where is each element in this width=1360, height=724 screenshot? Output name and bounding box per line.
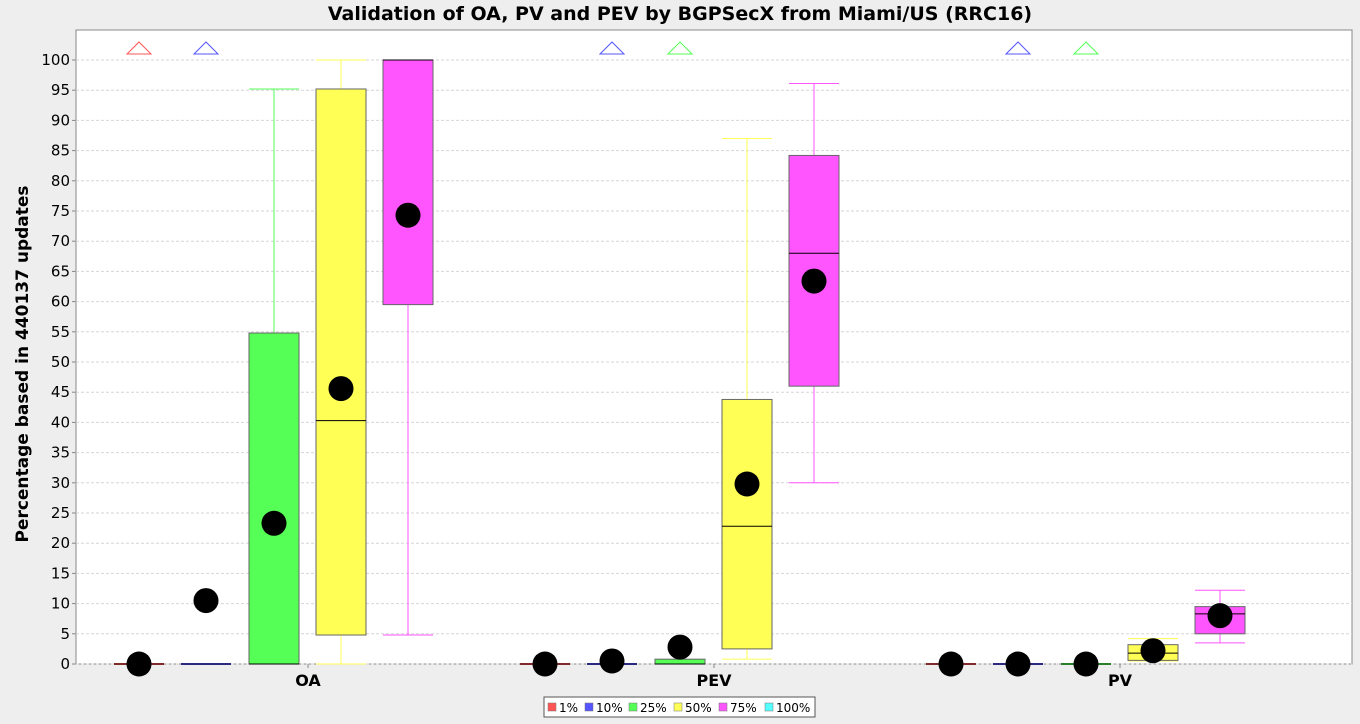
legend-label: 10% [596, 701, 623, 715]
box-body [382, 59, 434, 306]
mean-marker [938, 651, 964, 677]
legend-label: 75% [730, 701, 757, 715]
box-75%-OA [382, 59, 434, 636]
y-tick-label: 20 [51, 534, 70, 552]
box-25%-PEV [654, 41, 706, 665]
mean-marker [261, 510, 287, 536]
outlier-indicator [192, 41, 220, 55]
box-75%-PV [1194, 589, 1246, 644]
y-tick-label: 80 [51, 172, 70, 190]
x-tick-label: PV [1108, 671, 1133, 690]
y-tick-label: 95 [51, 81, 70, 99]
legend: 1% 10% 25% 50% 75% 100% [543, 696, 816, 718]
box-50%-PV [1127, 638, 1179, 664]
y-tick-label: 15 [51, 564, 70, 582]
box-10%-PV [993, 41, 1043, 677]
mean-marker [734, 471, 760, 497]
box-10%-PEV [587, 41, 637, 674]
y-tick-label: 5 [60, 625, 70, 643]
mean-marker [1140, 638, 1166, 664]
outlier-indicator [1072, 41, 1100, 55]
y-tick-label: 75 [51, 202, 70, 220]
box-50%-OA [315, 59, 367, 665]
box-10%-OA [181, 41, 231, 665]
y-tick-label: 100 [41, 51, 70, 69]
y-tick-label: 70 [51, 232, 70, 250]
box-1%-OA [114, 41, 164, 677]
y-tick-label: 40 [51, 413, 70, 431]
chart-title: Validation of OA, PV and PEV by BGPSecX … [328, 3, 1032, 25]
box-1%-PV [926, 651, 976, 677]
outlier-indicator [125, 41, 153, 55]
outlier-indicator [598, 41, 626, 55]
mean-marker [667, 634, 693, 660]
mean-marker [126, 651, 152, 677]
box-25%-PV [1061, 41, 1111, 677]
y-axis-label: Percentage based in 440137 updates [13, 185, 33, 542]
legend-label: 25% [640, 701, 667, 715]
box-1%-PEV [520, 651, 570, 677]
axis-layer: 0 5 10 15 20 25 30 35 40 45 50 55 60 65 70 75 80 85 90 95 10… [41, 51, 1132, 690]
y-tick-label: 30 [51, 474, 70, 492]
legend-swatch [547, 702, 557, 712]
y-tick-label: 90 [51, 111, 70, 129]
y-tick-label: 25 [51, 504, 70, 522]
mean-marker [532, 651, 558, 677]
y-tick-label: 50 [51, 353, 70, 371]
legend-swatch [764, 702, 774, 712]
box-body [248, 332, 300, 665]
box-body [654, 658, 706, 665]
mean-marker [1073, 651, 1099, 677]
y-tick-label: 35 [51, 444, 70, 462]
legend-swatch [584, 702, 594, 712]
x-tick-label: OA [295, 671, 321, 690]
box-50%-PEV [721, 138, 773, 660]
y-tick-label: 85 [51, 142, 70, 160]
mean-marker [599, 648, 625, 674]
y-tick-label: 60 [51, 293, 70, 311]
y-tick-label: 55 [51, 323, 70, 341]
mean-marker [328, 376, 354, 402]
y-tick-label: 10 [51, 595, 70, 613]
box-75%-PEV [788, 83, 840, 484]
x-tick-label: PEV [696, 671, 732, 690]
legend-label: 50% [685, 701, 712, 715]
outlier-indicator [1004, 41, 1032, 55]
mean-marker [1207, 603, 1233, 629]
box-25%-OA [248, 88, 300, 665]
legend-label: 100% [776, 701, 810, 715]
y-tick-label: 0 [60, 655, 70, 673]
mean-marker [1005, 651, 1031, 677]
outlier-indicator [666, 41, 694, 55]
mean-marker [395, 202, 421, 228]
legend-swatch [673, 702, 683, 712]
y-tick-label: 65 [51, 262, 70, 280]
mean-marker [801, 268, 827, 294]
legend-swatch [718, 702, 728, 712]
legend-swatch [628, 702, 638, 712]
box-body [315, 88, 367, 636]
legend-label: 1% [559, 701, 578, 715]
box-body [721, 398, 773, 650]
y-tick-label: 45 [51, 383, 70, 401]
box-layer [114, 41, 1246, 677]
mean-marker [193, 588, 219, 614]
